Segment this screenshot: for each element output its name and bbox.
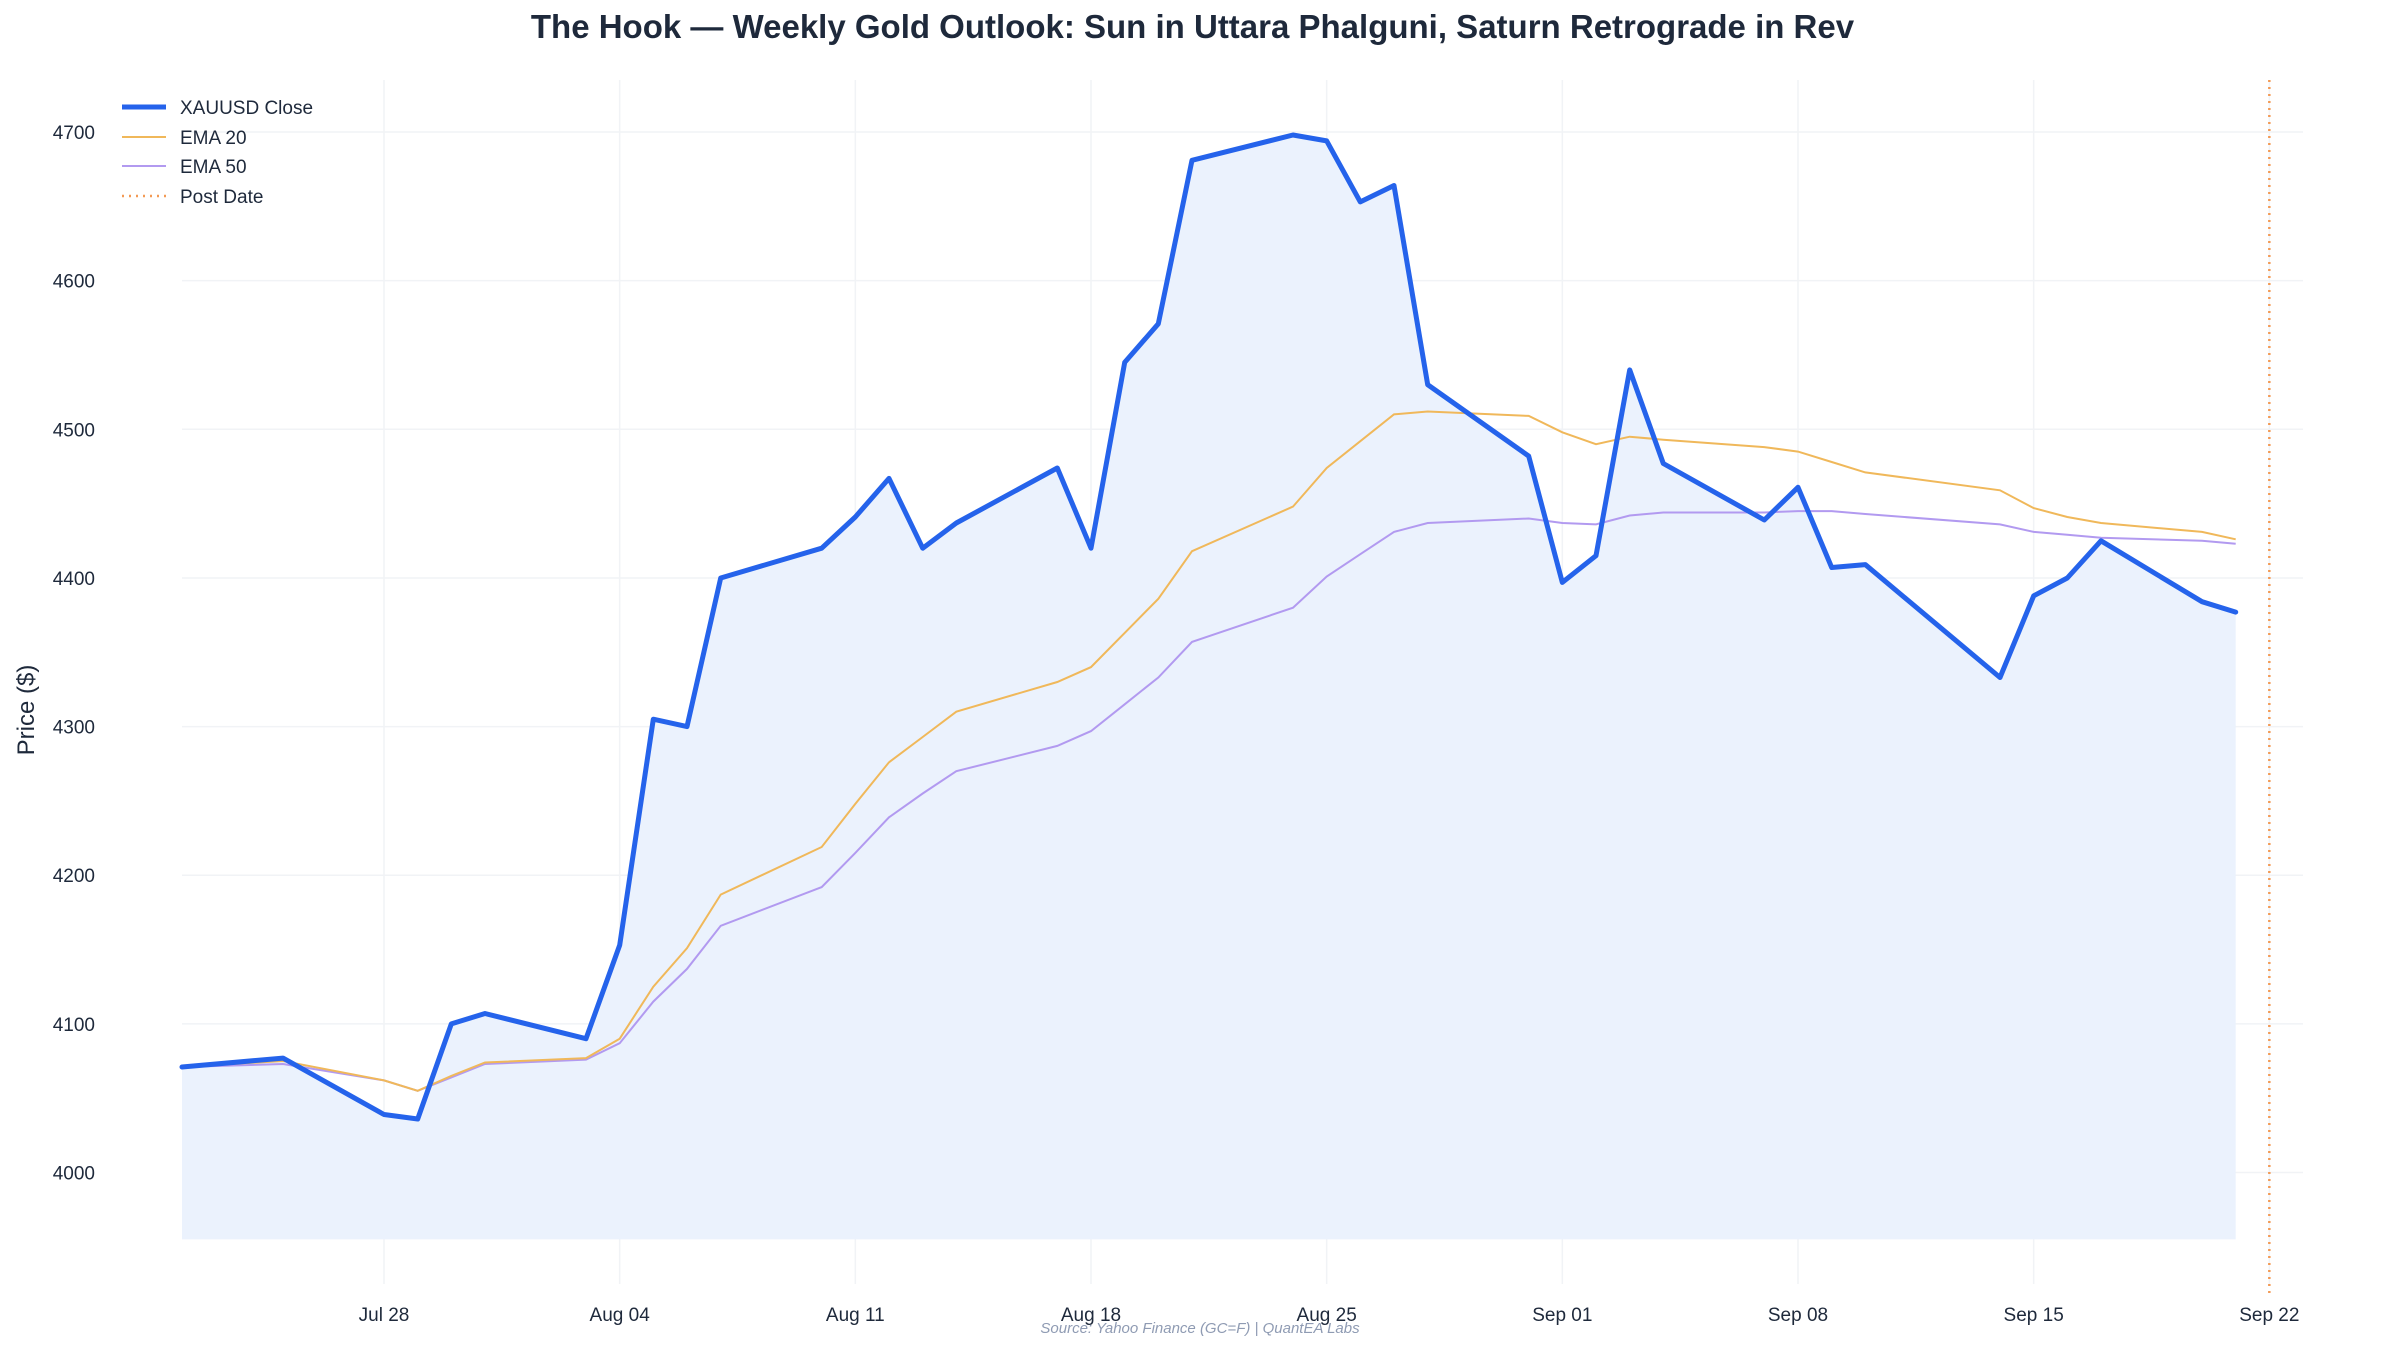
legend-item-post-date: Post Date — [122, 187, 263, 208]
ema-50-line — [181, 510, 2236, 1092]
ema-20-line — [181, 410, 2236, 1092]
legend-label-ema20: EMA 20 — [180, 128, 247, 149]
y-tick-label: 4200 — [53, 866, 95, 887]
x-tick-label: Sep 22 — [2239, 1305, 2299, 1326]
legend-item-ema50: EMA 50 — [122, 157, 247, 178]
legend-item-ema20: EMA 20 — [122, 128, 247, 149]
y-tick-label: 4300 — [53, 718, 95, 739]
y-axis-label: Price ($) — [13, 665, 40, 756]
y-tick-label: 4000 — [53, 1164, 95, 1185]
x-tick-label: Aug 25 — [1297, 1305, 1357, 1326]
legend-label-close: XAUUSD Close — [180, 98, 313, 119]
y-tick-label: 4100 — [53, 1015, 95, 1036]
x-tick-label: Sep 15 — [2004, 1305, 2064, 1326]
x-tick-label: Aug 04 — [590, 1305, 651, 1326]
chart-title: The Hook — Weekly Gold Outlook: Sun in U… — [530, 8, 1855, 45]
legend-item-close: XAUUSD Close — [122, 98, 313, 119]
legend-label-post-date: Post Date — [180, 187, 263, 208]
close-area-fill — [182, 135, 2236, 1240]
y-tick-label: 4700 — [53, 123, 95, 144]
x-tick-label: Jul 28 — [359, 1305, 410, 1326]
x-tick-label: Aug 18 — [1061, 1305, 1121, 1326]
x-tick-label: Aug 11 — [826, 1305, 885, 1326]
y-tick-label: 4600 — [53, 272, 95, 293]
xauusd-close-line — [179, 132, 2239, 1122]
legend-label-ema50: EMA 50 — [180, 157, 247, 178]
x-axis-tick-labels: Jul 28 Aug 04 Aug 11 Aug 18 Aug 25 Sep 01 Sep … — [359, 1305, 2300, 1326]
y-tick-label: 4500 — [53, 420, 95, 441]
y-axis-tick-labels: 4000 4100 4200 4300 4400 4500 4600 4700 — [53, 123, 95, 1184]
y-tick-label: 4400 — [53, 569, 95, 590]
x-tick-label: Sep 08 — [1768, 1305, 1828, 1326]
legend: XAUUSD Close EMA 20 EMA 50 Post Date — [122, 98, 313, 208]
x-tick-label: Sep 01 — [1532, 1305, 1592, 1326]
source-note: Source: Yahoo Finance (GC=F) | QuantEA L… — [1040, 1320, 1360, 1337]
